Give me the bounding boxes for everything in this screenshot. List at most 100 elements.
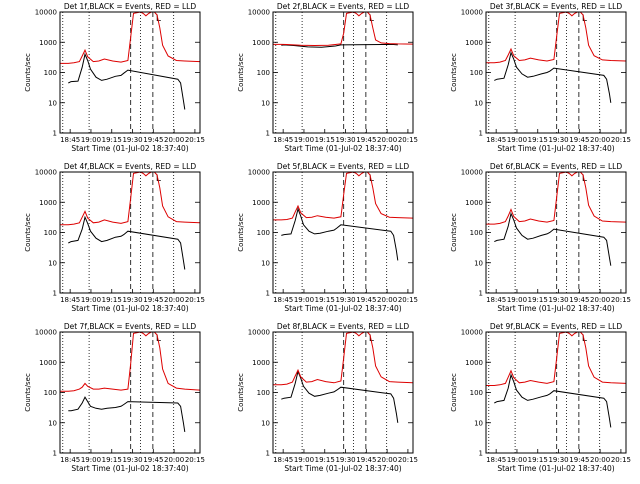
panel-8-title: Det 8f,BLACK = Events, RED = LLD: [277, 322, 410, 331]
panel-4-y-tick-label: 1000: [39, 199, 57, 207]
panel-1-y-tick-label: 10: [48, 99, 57, 107]
panel-5-x-tick-label: 19:00: [294, 296, 314, 304]
panel-3-series-lld: [486, 11, 627, 64]
panel-1-y-tick-label: 100: [44, 69, 57, 77]
panel-9-y-tick-label: 100: [470, 389, 483, 397]
panel-5-y-tick-label: 1: [266, 290, 270, 298]
panel-3-y-tick-label: 10: [474, 99, 483, 107]
panel-7-y-tick-label: 10: [48, 419, 57, 427]
panel-5-title: Det 5f,BLACK = Events, RED = LLD: [277, 162, 410, 171]
panel-3-x-tick-label: 19:15: [528, 136, 548, 144]
panel-9-y-axis-label: Counts/sec: [450, 373, 458, 412]
panel-4-y-tick-label: 10: [48, 259, 57, 267]
panel-7-x-tick-label: 19:45: [143, 456, 163, 464]
panel-6-y-tick-label: 100: [470, 229, 483, 237]
panel-5-x-tick-label: 19:15: [315, 296, 335, 304]
panel-4-x-axis-label: Start Time (01-Jul-02 18:37:40): [71, 304, 188, 313]
panel-7-y-tick-label: 100: [44, 389, 57, 397]
panel-7-frame: [59, 331, 201, 454]
panel-9-y-tick-label: 1000: [465, 359, 483, 367]
panel-2-x-tick-label: 19:00: [294, 136, 314, 144]
panel-9-x-tick-label: 19:15: [528, 456, 548, 464]
panel-8-y-axis-label: Counts/sec: [237, 373, 245, 412]
panel-2-series-lld: [273, 11, 414, 47]
panel-7-x-tick-label: 19:00: [81, 456, 101, 464]
panel-6-x-tick-label: 19:00: [507, 296, 527, 304]
panel-5-y-tick-label: 10000: [248, 169, 270, 177]
panel-3-series-events: [494, 51, 612, 103]
panel-3-x-axis-label: Start Time (01-Jul-02 18:37:40): [497, 144, 614, 153]
panel-3-y-axis-label: Counts/sec: [450, 53, 458, 92]
panel-8-x-axis-label: Start Time (01-Jul-02 18:37:40): [284, 464, 401, 473]
panel-9-x-tick-label: 19:45: [569, 456, 589, 464]
panel-2-y-tick-label: 10: [261, 99, 270, 107]
panel-3-x-tick-label: 20:15: [611, 136, 631, 144]
panel-9-x-tick-label: 20:00: [590, 456, 610, 464]
panel-5-x-tick-label: 20:15: [398, 296, 418, 304]
panel-6-y-tick-label: 1: [479, 290, 483, 298]
panel-6-y-tick-label: 10: [474, 259, 483, 267]
panel-6-series-events: [494, 211, 612, 266]
panel-3-x-tick-label: 19:30: [548, 136, 568, 144]
panel-2-y-tick-label: 100: [257, 69, 270, 77]
panel-8-y-tick-label: 1000: [252, 359, 270, 367]
panel-9-x-axis-label: Start Time (01-Jul-02 18:37:40): [497, 464, 614, 473]
panel-3-x-tick-label: 18:45: [486, 136, 506, 144]
panel-9-y-tick-label: 1: [479, 450, 483, 458]
panel-5-x-tick-label: 19:45: [356, 296, 376, 304]
panel-8-frame: [272, 331, 414, 454]
panel-3-y-tick-label: 100: [470, 69, 483, 77]
panel-6-y-axis-label: Counts/sec: [450, 213, 458, 252]
panel-8-x-tick-label: 19:00: [294, 456, 314, 464]
panel-7-y-tick-label: 1: [53, 450, 57, 458]
panel-1-x-axis-label: Start Time (01-Jul-02 18:37:40): [71, 144, 188, 153]
panel-3-y-tick-label: 1000: [465, 39, 483, 47]
panel-8-y-tick-label: 1: [266, 450, 270, 458]
panel-1-x-tick-label: 20:00: [164, 136, 184, 144]
panel-9-series-events: [494, 373, 612, 428]
panel-5-x-tick-label: 18:45: [273, 296, 293, 304]
panel-6-x-tick-label: 19:15: [528, 296, 548, 304]
panel-8-x-tick-label: 19:45: [356, 456, 376, 464]
panel-4-x-tick-label: 19:45: [143, 296, 163, 304]
panel-3-y-tick-label: 10000: [461, 9, 483, 17]
panel-7-series-events: [68, 396, 186, 432]
panel-1-x-tick-label: 18:45: [60, 136, 80, 144]
panel-1-x-tick-label: 19:15: [102, 136, 122, 144]
panel-1-y-axis-label: Counts/sec: [24, 53, 32, 92]
panel-8-y-tick-label: 10000: [248, 329, 270, 337]
panel-2-x-tick-label: 18:45: [273, 136, 293, 144]
panel-7-y-tick-label: 1000: [39, 359, 57, 367]
panel-8-y-tick-label: 10: [261, 419, 270, 427]
panel-1-title: Det 1f,BLACK = Events, RED = LLD: [64, 2, 197, 11]
panel-7-x-tick-label: 19:15: [102, 456, 122, 464]
panel-7-title: Det 7f,BLACK = Events, RED = LLD: [64, 322, 197, 331]
panel-1-x-tick-label: 19:00: [81, 136, 101, 144]
panel-4-x-tick-label: 20:00: [164, 296, 184, 304]
panel-2-y-tick-label: 1: [266, 130, 270, 138]
panel-3-title: Det 3f,BLACK = Events, RED = LLD: [490, 2, 623, 11]
panel-2-y-tick-label: 10000: [248, 9, 270, 17]
panel-4-series-events: [68, 215, 186, 270]
panel-4-x-tick-label: 20:15: [185, 296, 205, 304]
panel-1-x-tick-label: 20:15: [185, 136, 205, 144]
panel-1-y-tick-label: 10000: [35, 9, 57, 17]
panel-4-x-tick-label: 19:30: [122, 296, 142, 304]
panel-7-x-tick-label: 20:15: [185, 456, 205, 464]
panel-4-y-axis-label: Counts/sec: [24, 213, 32, 252]
panel-6-y-tick-label: 10000: [461, 169, 483, 177]
panel-9-x-tick-label: 18:45: [486, 456, 506, 464]
panel-9-x-tick-label: 20:15: [611, 456, 631, 464]
panel-3-x-tick-label: 19:45: [569, 136, 589, 144]
panel-5-x-tick-label: 19:30: [335, 296, 355, 304]
panel-4-title: Det 4f,BLACK = Events, RED = LLD: [64, 162, 197, 171]
panel-3-x-tick-label: 19:00: [507, 136, 527, 144]
panel-2-y-axis-label: Counts/sec: [237, 53, 245, 92]
panel-5-y-tick-label: 10: [261, 259, 270, 267]
panel-8-x-tick-label: 19:15: [315, 456, 335, 464]
panel-3-x-tick-label: 20:00: [590, 136, 610, 144]
panel-4-y-tick-label: 100: [44, 229, 57, 237]
panel-2-y-tick-label: 1000: [252, 39, 270, 47]
panel-4-x-tick-label: 19:15: [102, 296, 122, 304]
